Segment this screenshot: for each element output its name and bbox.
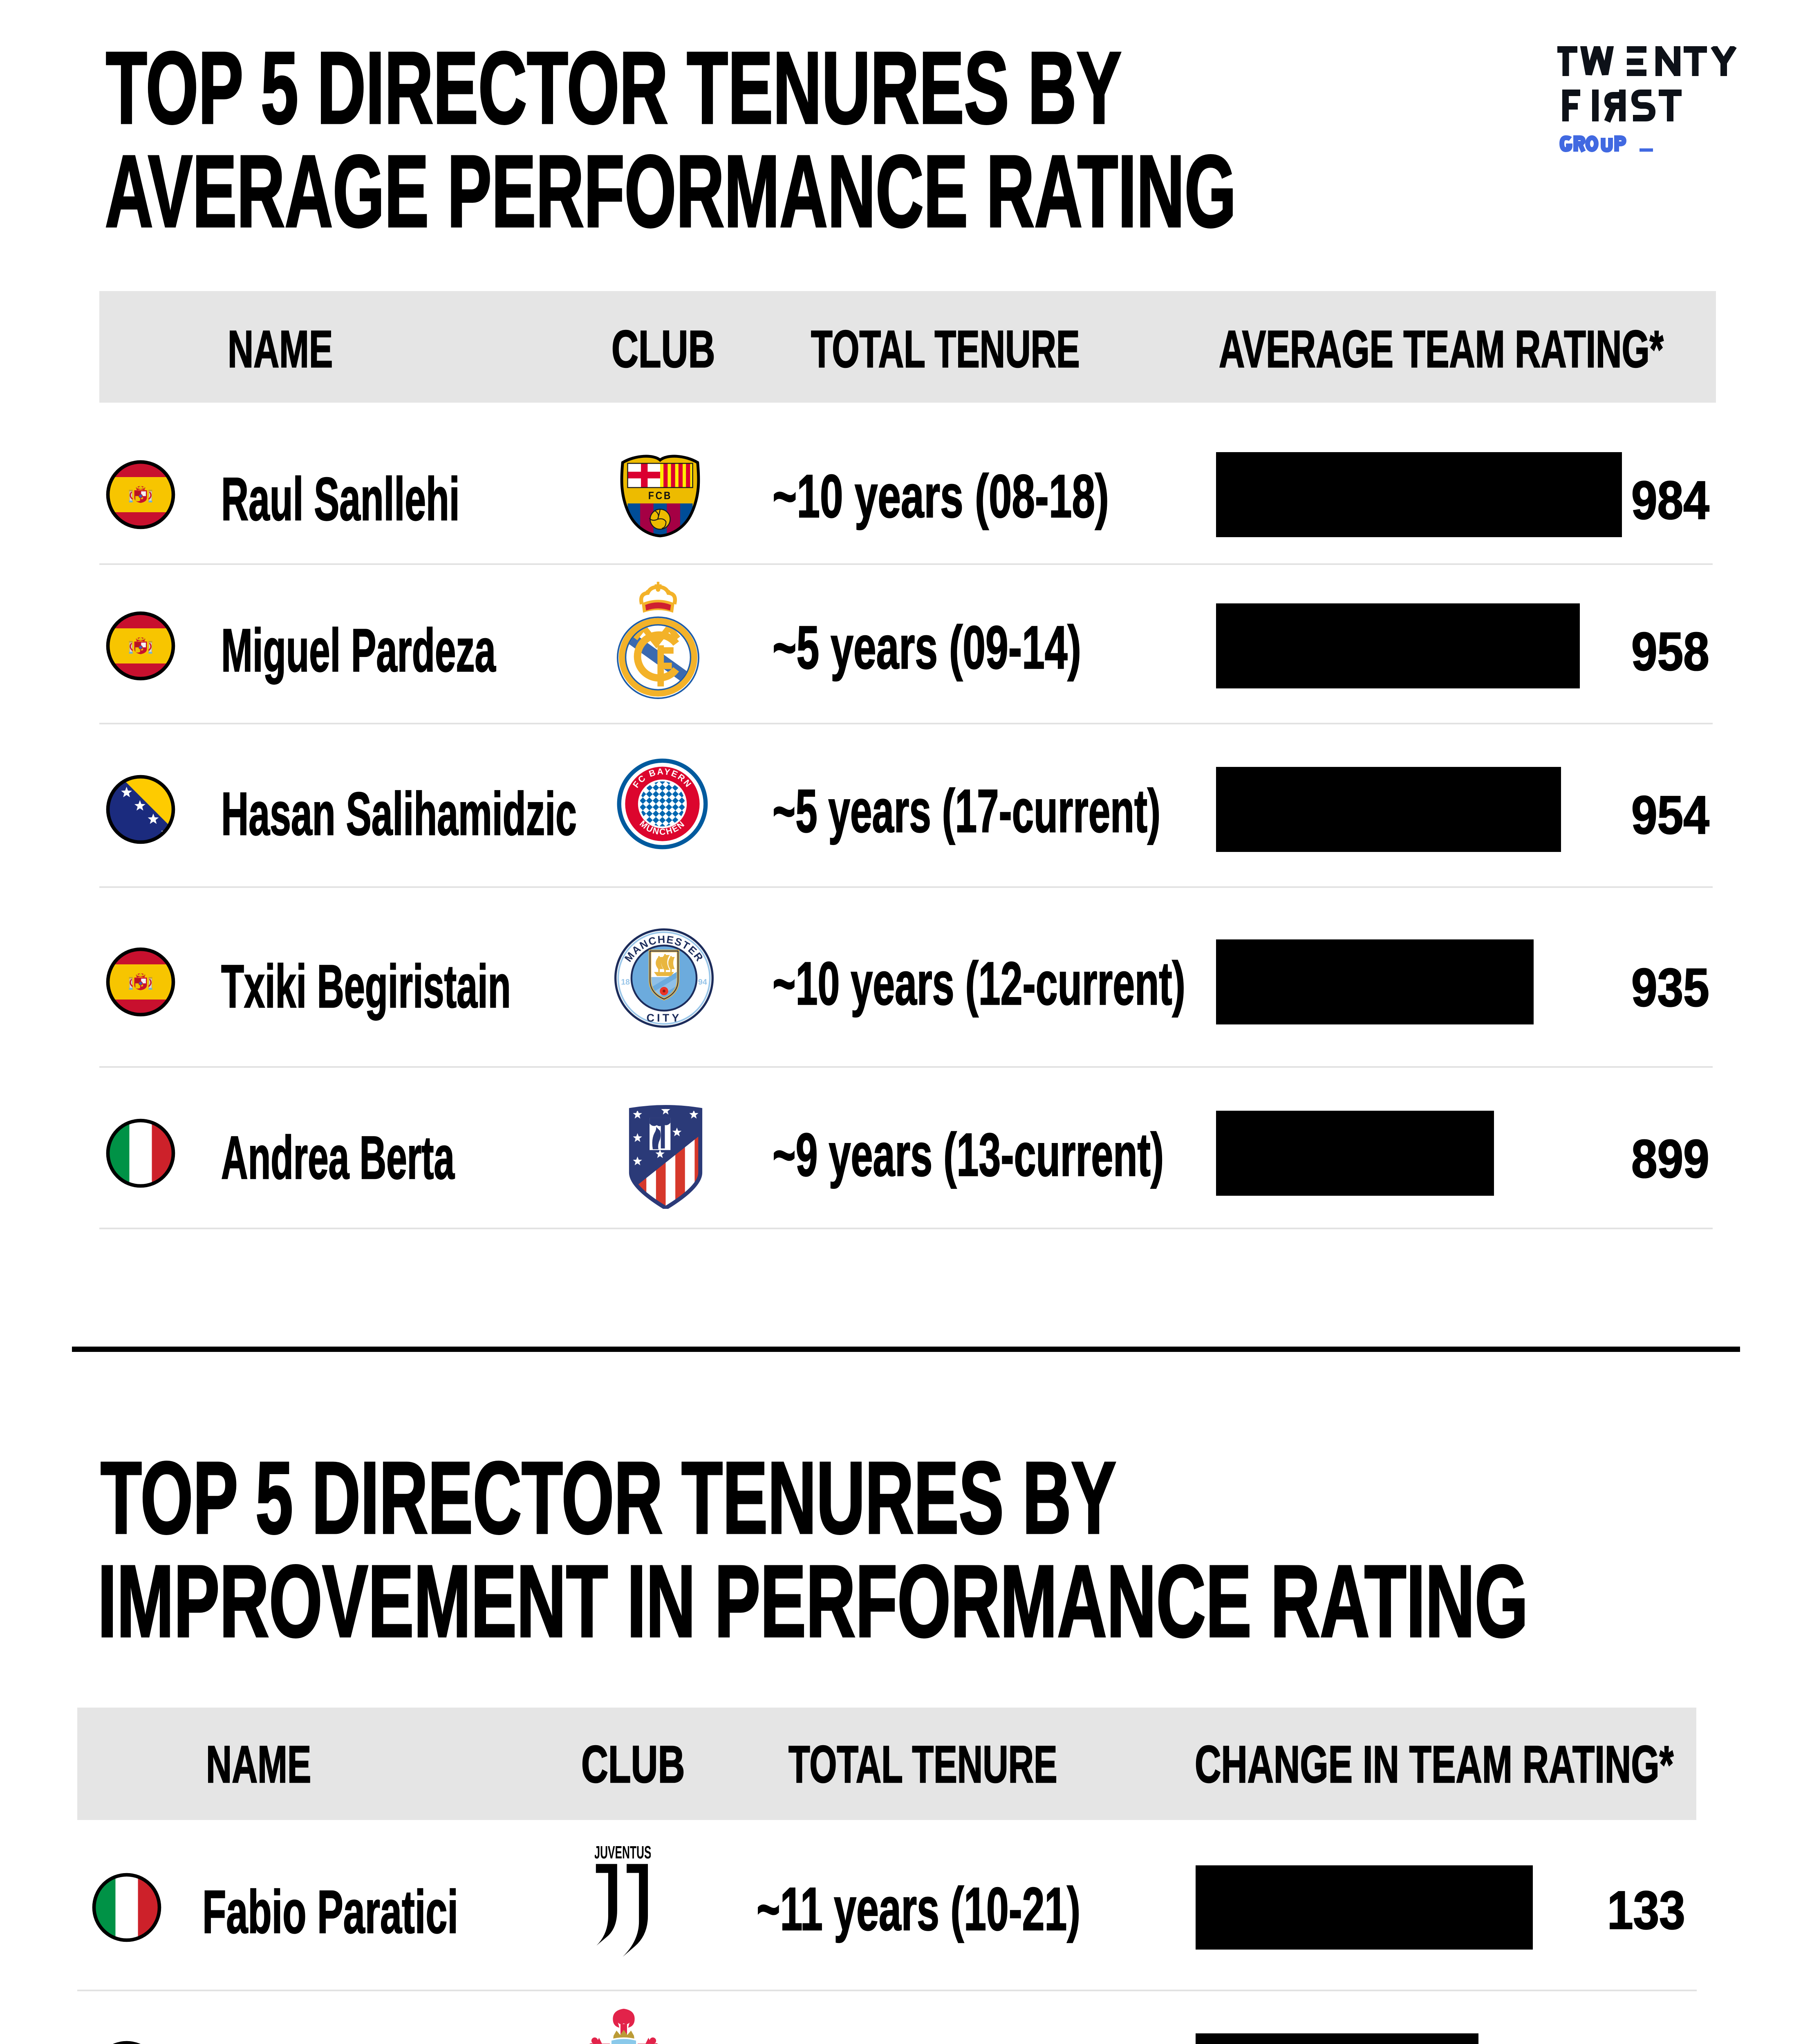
svg-text:JUVENTUS: JUVENTUS	[595, 1843, 651, 1862]
svg-text:CITY: CITY	[647, 1012, 682, 1024]
svg-text:94: 94	[698, 977, 707, 986]
svg-text:FCB: FCB	[648, 490, 672, 502]
svg-text:18: 18	[621, 977, 630, 986]
